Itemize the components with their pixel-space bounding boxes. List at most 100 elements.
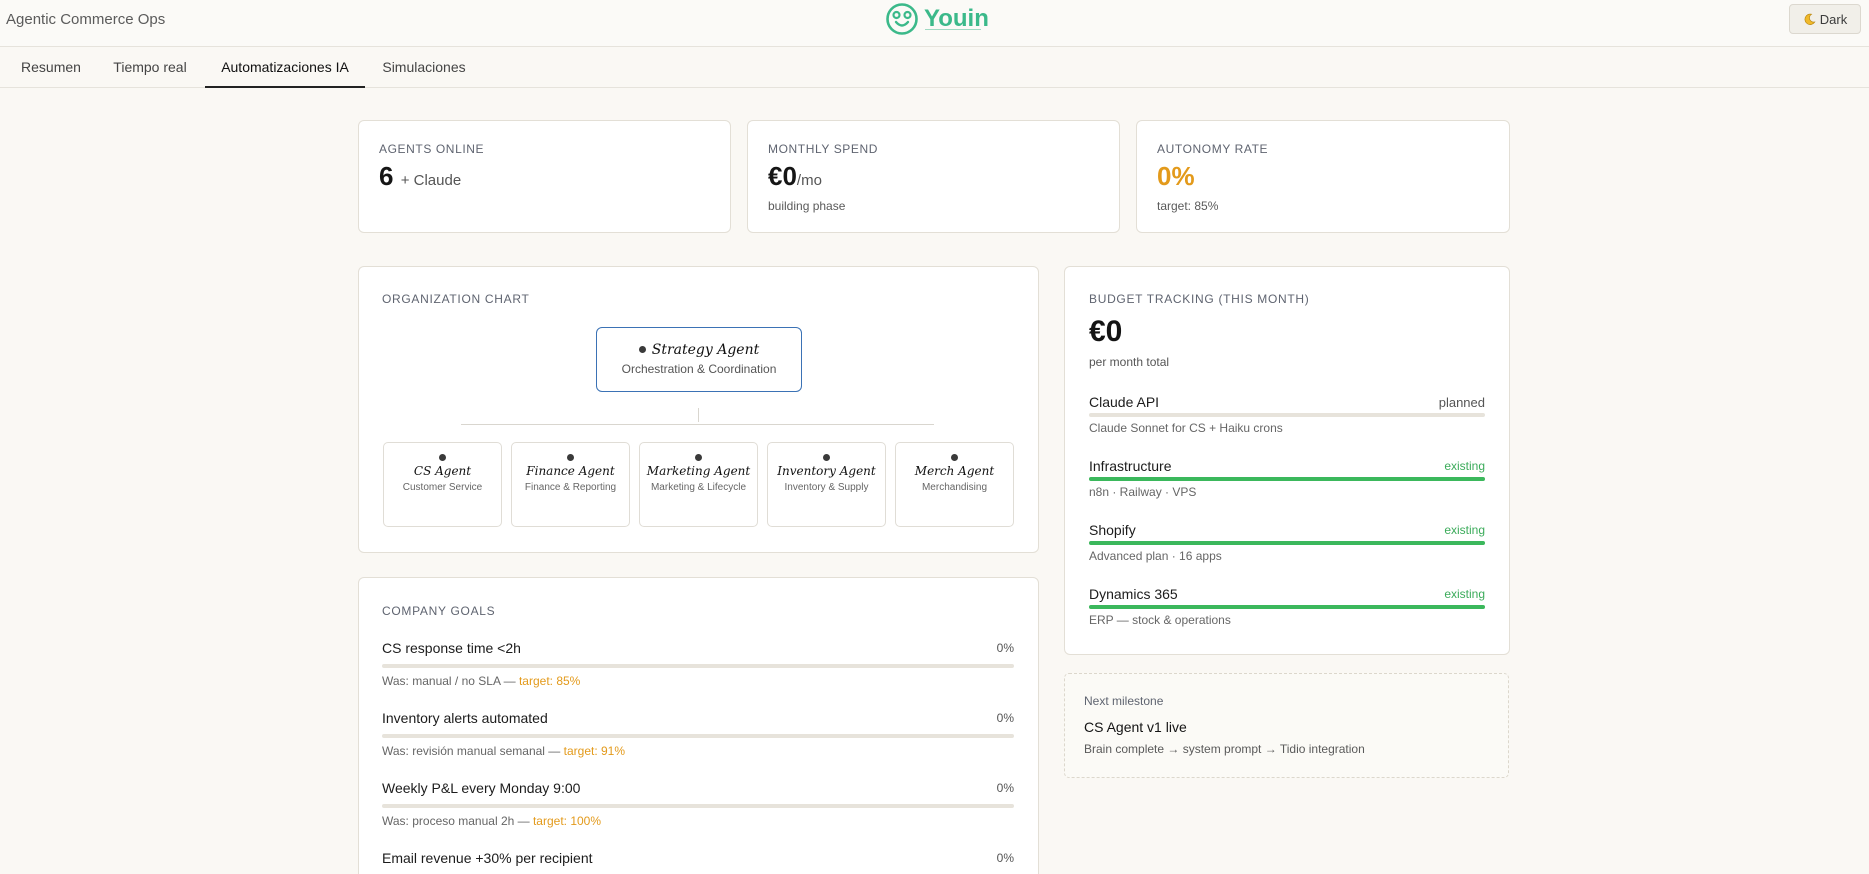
kpi-sub: building phase <box>768 199 846 213</box>
kpi-value: €0/mo <box>768 161 822 192</box>
kpi-monthly-spend: MONTHLY SPEND €0/mo building phase <box>747 120 1120 233</box>
budget-item-name: Dynamics 365 <box>1089 586 1178 602</box>
goal-progress-track <box>382 804 1014 808</box>
org-node-name: Marketing Agent <box>646 464 751 478</box>
status-dot <box>439 454 446 461</box>
budget-item-status: existing <box>1444 459 1485 473</box>
goal-target: target: 91% <box>563 744 626 758</box>
org-node-finance-agent[interactable]: Finance Agent Finance & Reporting <box>511 442 630 527</box>
budget-total: €0 <box>1089 315 1123 348</box>
kpi-label: AGENTS ONLINE <box>379 142 485 156</box>
smiley-logo-icon <box>886 3 918 35</box>
goal-was: Was: manual / no SLA — <box>382 674 516 688</box>
status-dot <box>823 454 830 461</box>
spend-suffix: /mo <box>796 172 822 189</box>
agents-count: 6 <box>379 161 394 191</box>
spend-value: €0 <box>768 161 797 191</box>
kpi-sub: target: 85% <box>1157 199 1219 213</box>
org-node-name: CS Agent <box>413 464 472 478</box>
org-node-role: Customer Service <box>402 482 483 493</box>
top-bar: Agentic Commerce Ops Youin Dark <box>0 0 1869 47</box>
connector-line <box>461 424 934 425</box>
goal-target: target: 100% <box>532 814 602 828</box>
status-dot <box>638 345 646 353</box>
budget-item-status: existing <box>1444 587 1485 601</box>
budget-progress-track <box>1089 605 1485 609</box>
budget-item-name: Infrastructure <box>1089 458 1172 474</box>
budget-progress-track <box>1089 541 1485 545</box>
budget-item-desc: Advanced plan · 16 apps <box>1089 549 1222 563</box>
status-dot <box>567 454 574 461</box>
goal-name: Weekly P&L every Monday 9:00 <box>382 780 581 796</box>
section-label: ORGANIZATION CHART <box>382 292 530 306</box>
org-node-role: Orchestration & Coordination <box>621 362 777 376</box>
org-node-inventory-agent[interactable]: Inventory Agent Inventory & Supply <box>767 442 886 527</box>
budget-progress-track <box>1089 477 1485 481</box>
goal-note: Was: revisión manual semanal — target: 9… <box>382 744 625 758</box>
tab-resumen[interactable]: Resumen <box>21 59 81 75</box>
kpi-label: AUTONOMY RATE <box>1157 142 1269 156</box>
budget-progress-fill <box>1089 477 1485 481</box>
theme-toggle-button[interactable]: Dark <box>1789 4 1861 34</box>
org-node-role: Finance & Reporting <box>524 482 617 493</box>
kpi-value: 6 + Claude <box>379 161 461 192</box>
budget-progress-fill <box>1089 541 1485 545</box>
kpi-agents-online: AGENTS ONLINE 6 + Claude <box>358 120 731 233</box>
org-node-cs-agent[interactable]: CS Agent Customer Service <box>383 442 502 527</box>
tab-automatizaciones-ia[interactable]: Automatizaciones IA <box>205 47 365 88</box>
status-dot <box>695 454 702 461</box>
milestone-label: Next milestone <box>1084 694 1164 708</box>
goal-percent: 0% <box>996 641 1014 655</box>
goal-percent: 0% <box>996 851 1014 865</box>
goal-was: Was: revisión manual semanal — <box>382 744 561 758</box>
org-node-marketing-agent[interactable]: Marketing Agent Marketing & Lifecycle <box>639 442 758 527</box>
goal-percent: 0% <box>996 781 1014 795</box>
org-node-role: Merchandising <box>921 482 988 493</box>
logo-tagline-mark <box>925 29 981 30</box>
goal-note: Was: proceso manual 2h — target: 100% <box>382 814 601 828</box>
org-node-name: Strategy Agent <box>597 342 801 358</box>
goal-note: Was: manual / no SLA — target: 85% <box>382 674 580 688</box>
budget-item-desc: Claude Sonnet for CS + Haiku crons <box>1089 421 1283 435</box>
tab-simulaciones[interactable]: Simulaciones <box>382 59 466 75</box>
goal-percent: 0% <box>996 711 1014 725</box>
app-title: Agentic Commerce Ops <box>6 11 166 28</box>
org-node-name-text: Strategy Agent <box>651 342 760 358</box>
org-node-name: Merch Agent <box>914 464 995 478</box>
org-node-role: Inventory & Supply <box>784 482 869 493</box>
org-node-strategy-agent[interactable]: Strategy Agent Orchestration & Coordinat… <box>596 327 802 392</box>
goal-was: Was: proceso manual 2h — <box>382 814 530 828</box>
next-milestone-card: Next milestone CS Agent v1 live Brain co… <box>1064 673 1509 778</box>
section-label: BUDGET TRACKING (THIS MONTH) <box>1089 292 1310 306</box>
logo-text: Youin <box>924 5 989 32</box>
goal-progress-track <box>382 664 1014 668</box>
org-node-role: Marketing & Lifecycle <box>650 482 747 493</box>
milestone-desc: Brain complete → system prompt → Tidio i… <box>1084 742 1365 756</box>
kpi-label: MONTHLY SPEND <box>768 142 879 156</box>
status-dot <box>951 454 958 461</box>
budget-item-name: Shopify <box>1089 522 1136 538</box>
goal-progress-track <box>382 734 1014 738</box>
moon-icon <box>1804 13 1816 25</box>
agents-suffix: + Claude <box>400 172 462 189</box>
connector-line <box>698 408 699 422</box>
budget-item-status: planned <box>1438 395 1485 410</box>
org-node-name: Finance Agent <box>526 464 615 478</box>
budget-tracking-card: BUDGET TRACKING (THIS MONTH) €0 per mont… <box>1064 266 1510 655</box>
org-node-merch-agent[interactable]: Merch Agent Merchandising <box>895 442 1014 527</box>
tab-bar: Resumen Tiempo real Automatizaciones IA … <box>0 47 1869 88</box>
goal-name: CS response time <2h <box>382 640 521 656</box>
autonomy-value: 0% <box>1157 161 1195 191</box>
org-chart-card: ORGANIZATION CHART Strategy Agent Orches… <box>358 266 1039 553</box>
section-label: COMPANY GOALS <box>382 604 496 618</box>
tab-tiempo-real[interactable]: Tiempo real <box>113 59 187 75</box>
budget-total-sub: per month total <box>1089 355 1170 369</box>
goal-name: Inventory alerts automated <box>382 710 548 726</box>
budget-item-name: Claude API <box>1089 394 1160 410</box>
budget-progress-track <box>1089 413 1485 417</box>
goal-target: target: 85% <box>518 674 581 688</box>
milestone-title: CS Agent v1 live <box>1084 719 1187 735</box>
company-goals-card: COMPANY GOALS CS response time <2h 0% Wa… <box>358 577 1039 874</box>
budget-item-status: existing <box>1444 523 1485 537</box>
kpi-autonomy-rate: AUTONOMY RATE 0% target: 85% <box>1136 120 1510 233</box>
